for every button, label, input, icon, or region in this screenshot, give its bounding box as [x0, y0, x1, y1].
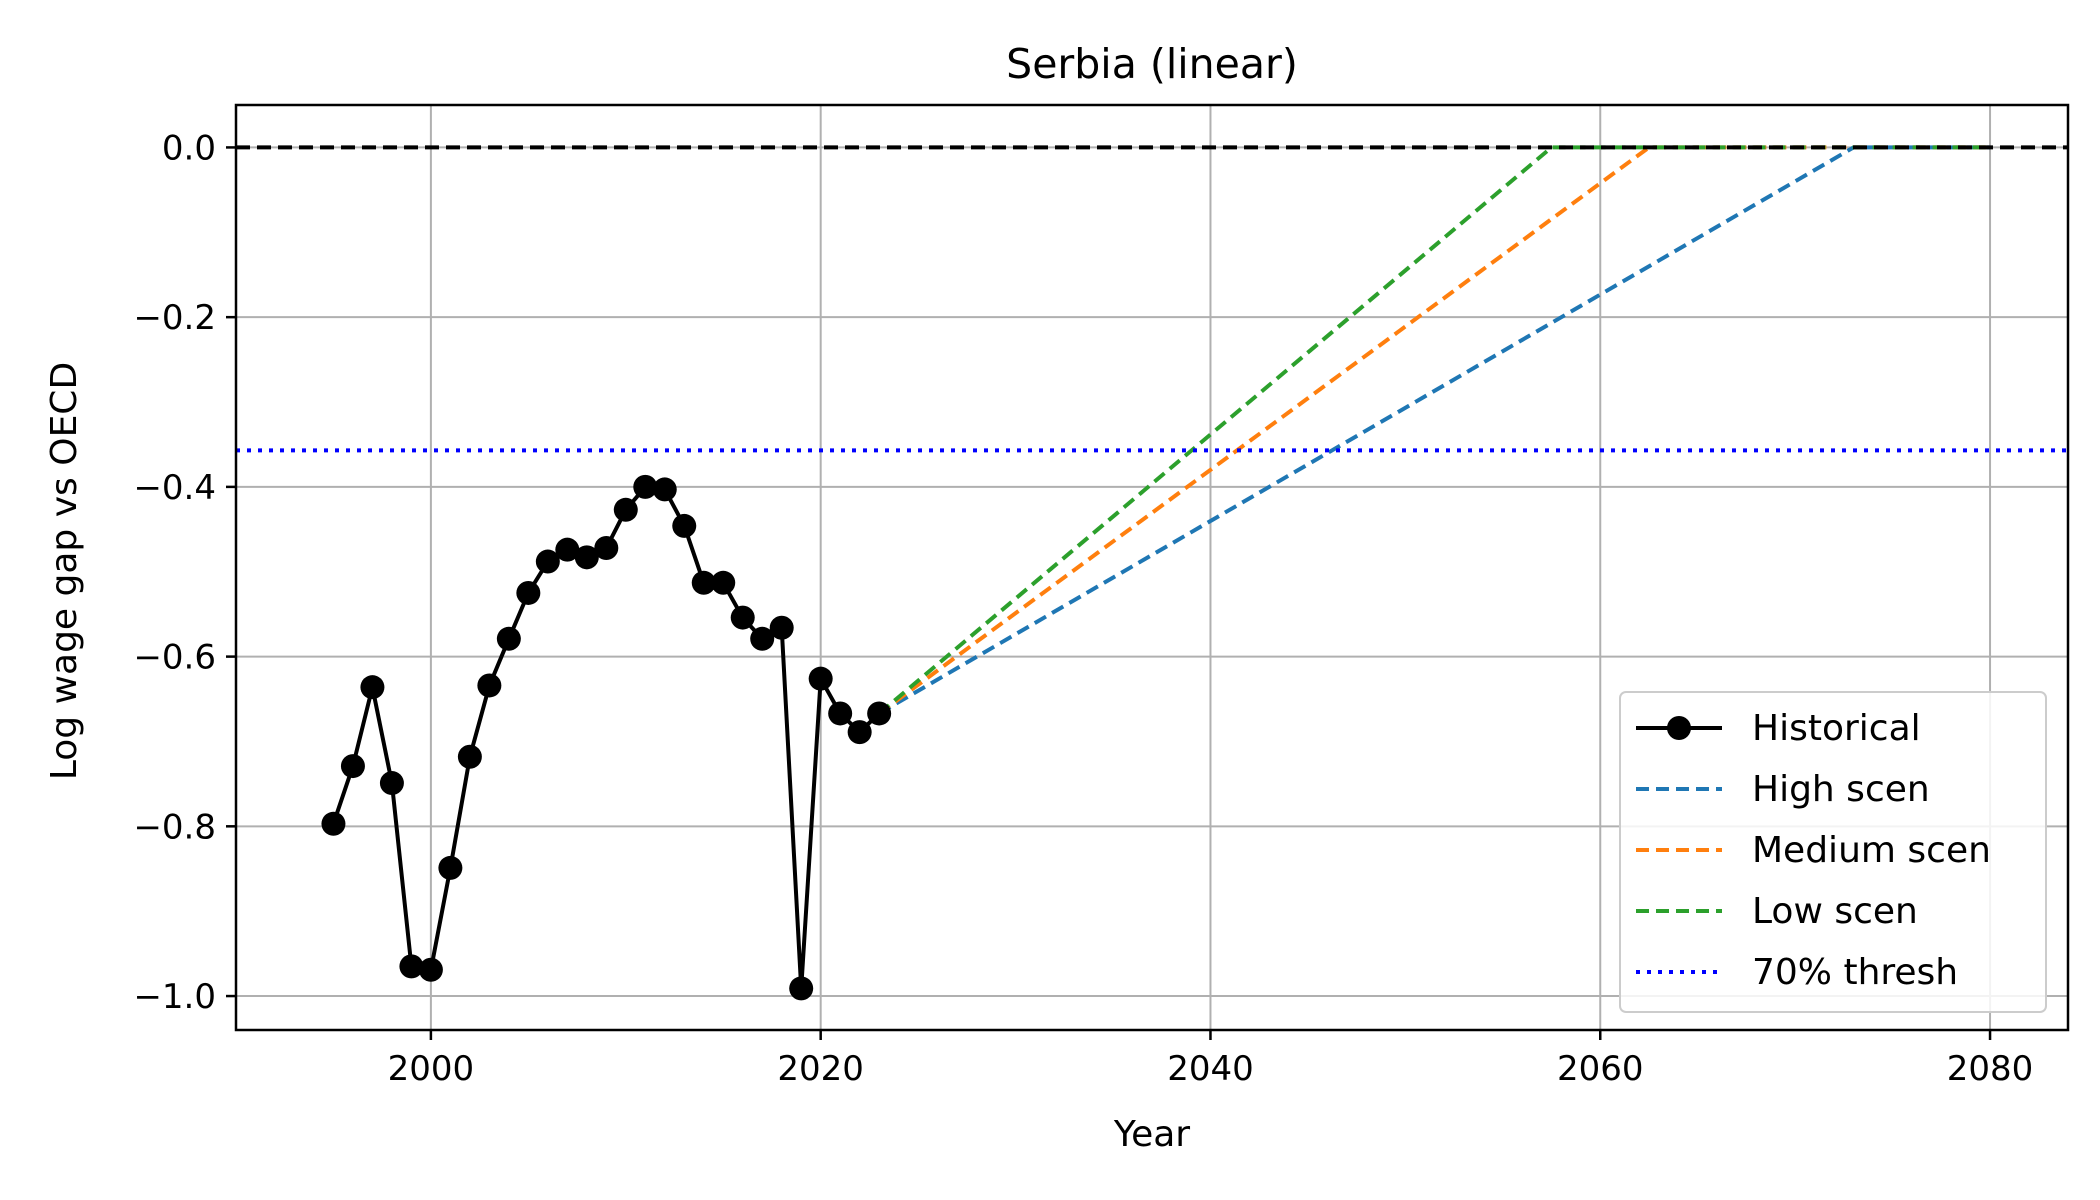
legend-label: Historical [1752, 708, 1921, 749]
data-point [574, 545, 599, 570]
y-tick-label: 0.0 [162, 128, 216, 168]
data-point [691, 570, 716, 595]
data-point [379, 771, 404, 796]
data-point [496, 626, 521, 651]
x-axis-label: Year [1113, 1114, 1190, 1155]
y-tick-label: −0.6 [133, 638, 216, 678]
legend-box [1619, 691, 2047, 1013]
x-tick-label: 2080 [1947, 1049, 2034, 1089]
data-point [321, 811, 346, 836]
legend-label: Medium scen [1752, 830, 1991, 871]
data-point [555, 537, 580, 562]
legend-marker [1667, 716, 1691, 740]
data-point [438, 855, 463, 880]
data-point [633, 474, 658, 499]
x-tick-label: 2060 [1557, 1049, 1644, 1089]
data-point [652, 477, 677, 502]
data-point [808, 666, 833, 691]
data-point [477, 673, 502, 698]
data-point [340, 754, 365, 779]
y-tick-label: −0.4 [133, 468, 216, 508]
y-axis-label: Log wage gap vs OECD [44, 362, 85, 780]
data-point [516, 580, 541, 605]
data-point [711, 570, 736, 595]
x-tick-label: 2000 [388, 1049, 475, 1089]
x-tick-label: 2020 [777, 1049, 864, 1089]
data-point [613, 497, 638, 522]
data-point [360, 675, 385, 700]
data-point [867, 701, 892, 726]
axes: 2000 2020 2040 2060 2080 0.0 −0.2 −0.4 −0.6 −0.8 −… [133, 103, 2070, 1089]
legend: Historical High scen Medium scen Low scen 70… [1619, 691, 2047, 1013]
data-point [789, 976, 814, 1001]
plot-area [236, 145, 2068, 1001]
data-point [457, 744, 482, 769]
y-tick-label: −0.2 [133, 298, 216, 338]
chart-title: Serbia (linear) [1006, 40, 1298, 88]
plot-frame [234, 103, 2070, 1032]
data-point [730, 605, 755, 630]
data-point [828, 701, 853, 726]
data-point [769, 615, 794, 640]
legend-label: 70% thresh [1752, 952, 1958, 993]
data-point [750, 626, 775, 651]
data-point [535, 549, 560, 574]
data-point [594, 535, 619, 560]
y-tick-label: −1.0 [133, 977, 216, 1017]
data-point [672, 513, 697, 538]
legend-label: Low scen [1752, 891, 1918, 932]
data-point [399, 954, 424, 979]
y-tick-label: −0.8 [133, 807, 216, 847]
legend-label: High scen [1752, 769, 1930, 810]
data-point [847, 720, 872, 745]
x-tick-label: 2040 [1167, 1049, 1254, 1089]
data-point [418, 957, 443, 982]
